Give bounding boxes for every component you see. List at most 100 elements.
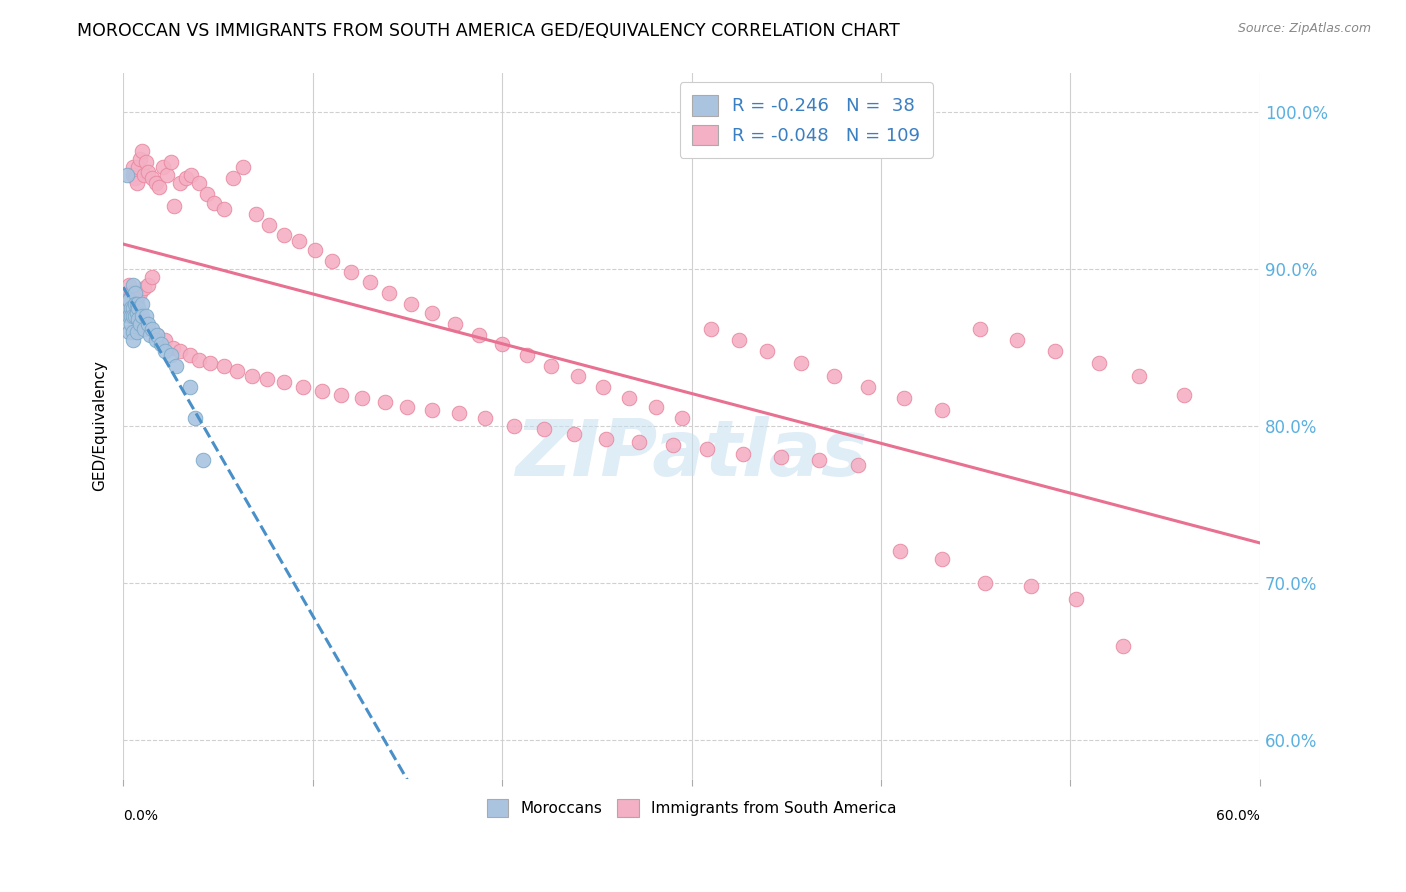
- Point: [145, 333, 167, 347]
- Point: [163, 199, 186, 213]
- Point: [245, 207, 267, 221]
- Text: 60.0%: 60.0%: [1216, 809, 1260, 823]
- Point: [129, 285, 152, 300]
- Point: [134, 168, 156, 182]
- Point: [162, 341, 184, 355]
- Point: [121, 309, 143, 323]
- Point: [807, 453, 830, 467]
- Point: [756, 343, 779, 358]
- Point: [165, 359, 187, 374]
- Text: Source: ZipAtlas.com: Source: ZipAtlas.com: [1237, 22, 1371, 36]
- Point: [135, 155, 157, 169]
- Point: [125, 176, 148, 190]
- Point: [696, 442, 718, 457]
- Point: [120, 309, 142, 323]
- Point: [146, 328, 169, 343]
- Point: [731, 447, 754, 461]
- Point: [191, 453, 214, 467]
- Point: [931, 403, 953, 417]
- Point: [134, 281, 156, 295]
- Text: 0.0%: 0.0%: [124, 809, 159, 823]
- Point: [516, 348, 538, 362]
- Point: [124, 296, 146, 310]
- Point: [118, 277, 141, 292]
- Point: [617, 391, 640, 405]
- Point: [131, 145, 153, 159]
- Point: [856, 380, 879, 394]
- Point: [136, 277, 159, 292]
- Point: [240, 368, 263, 383]
- Point: [141, 321, 163, 335]
- Point: [125, 290, 148, 304]
- Point: [121, 333, 143, 347]
- Point: [121, 277, 143, 292]
- Point: [374, 395, 396, 409]
- Point: [118, 325, 141, 339]
- Point: [124, 309, 146, 323]
- Point: [889, 544, 911, 558]
- Point: [131, 309, 153, 323]
- Point: [120, 301, 142, 316]
- Point: [148, 180, 170, 194]
- Point: [661, 438, 683, 452]
- Point: [232, 160, 254, 174]
- Point: [728, 333, 751, 347]
- Point: [121, 296, 143, 310]
- Point: [1064, 591, 1087, 606]
- Legend: Moroccans, Immigrants from South America: Moroccans, Immigrants from South America: [479, 791, 904, 824]
- Point: [212, 359, 235, 374]
- Point: [292, 380, 315, 394]
- Point: [141, 171, 163, 186]
- Point: [474, 411, 496, 425]
- Point: [118, 309, 141, 323]
- Point: [671, 411, 693, 425]
- Point: [121, 160, 143, 174]
- Point: [974, 575, 997, 590]
- Text: MOROCCAN VS IMMIGRANTS FROM SOUTH AMERICA GED/EQUIVALENCY CORRELATION CHART: MOROCCAN VS IMMIGRANTS FROM SOUTH AMERIC…: [77, 22, 900, 40]
- Point: [311, 384, 333, 399]
- Point: [567, 368, 589, 383]
- Point: [174, 171, 197, 186]
- Point: [330, 387, 353, 401]
- Point: [339, 265, 361, 279]
- Point: [129, 153, 152, 167]
- Point: [131, 296, 153, 310]
- Point: [150, 337, 173, 351]
- Point: [399, 296, 422, 310]
- Point: [121, 168, 143, 182]
- Point: [135, 309, 157, 323]
- Text: ZIPatlas: ZIPatlas: [516, 417, 868, 492]
- Point: [491, 337, 513, 351]
- Point: [120, 285, 142, 300]
- Point: [118, 293, 141, 308]
- Point: [169, 176, 191, 190]
- Point: [127, 160, 149, 174]
- Point: [823, 368, 845, 383]
- Point: [377, 285, 399, 300]
- Point: [121, 325, 143, 339]
- Point: [127, 312, 149, 326]
- Point: [115, 168, 138, 182]
- Point: [118, 301, 141, 316]
- Point: [790, 356, 813, 370]
- Point: [179, 380, 201, 394]
- Point: [129, 317, 152, 331]
- Point: [145, 176, 167, 190]
- Point: [1128, 368, 1150, 383]
- Point: [304, 244, 326, 258]
- Point: [136, 165, 159, 179]
- Point: [1088, 356, 1111, 370]
- Point: [179, 348, 201, 362]
- Point: [184, 411, 207, 425]
- Point: [931, 552, 953, 566]
- Point: [159, 155, 181, 169]
- Point: [540, 359, 562, 374]
- Point: [120, 317, 142, 331]
- Point: [350, 391, 373, 405]
- Point: [893, 391, 915, 405]
- Point: [153, 343, 176, 358]
- Point: [200, 356, 222, 370]
- Point: [139, 328, 162, 343]
- Point: [359, 275, 381, 289]
- Point: [1045, 343, 1067, 358]
